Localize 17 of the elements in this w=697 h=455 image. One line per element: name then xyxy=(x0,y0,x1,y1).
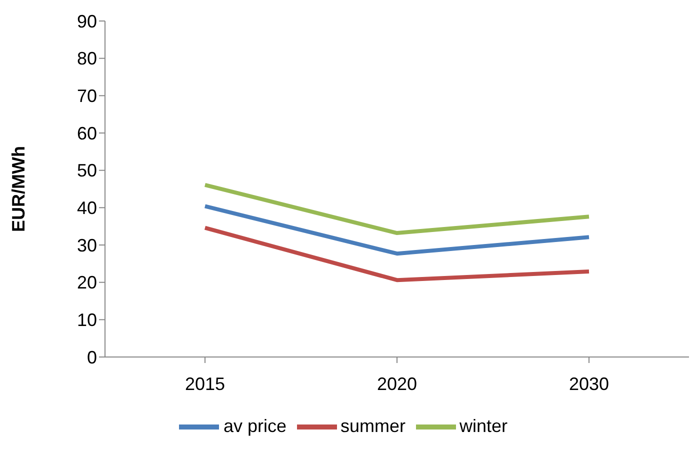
y-tick-label: 10 xyxy=(76,310,97,330)
legend-label: av price xyxy=(223,416,286,436)
y-tick-label: 30 xyxy=(76,235,97,256)
y-axis-title: EUR/MWh xyxy=(8,146,28,232)
legend-label: summer xyxy=(340,416,406,436)
legend-label: winter xyxy=(460,416,508,436)
y-tick-label: 20 xyxy=(76,272,97,293)
y-tick-label: 90 xyxy=(76,11,97,32)
y-tick-label: 70 xyxy=(76,86,97,106)
x-tick-label: 2015 xyxy=(184,374,226,394)
y-tick-label: 50 xyxy=(76,160,97,181)
x-tick-label: 2030 xyxy=(568,374,610,394)
y-tick-label: 0 xyxy=(86,347,97,368)
y-tick-label: 40 xyxy=(76,198,97,218)
x-tick-label: 2020 xyxy=(376,374,418,394)
y-tick-label: 80 xyxy=(76,48,97,69)
y-tick-label: 60 xyxy=(76,123,97,144)
